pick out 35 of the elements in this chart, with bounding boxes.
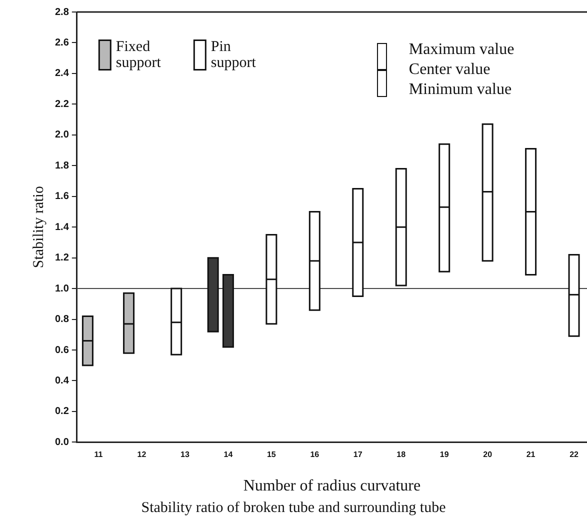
x-tick-label: 22 xyxy=(570,450,580,460)
y-tick-label: 2.6 xyxy=(54,37,70,48)
y-tick-label: 0.0 xyxy=(54,436,70,448)
annotation: Center value xyxy=(408,60,492,80)
x-axis-title: Number of radius curvature xyxy=(243,478,421,495)
y-tick-label: 0.8 xyxy=(54,314,70,326)
y-tick-label: 0.6 xyxy=(54,344,70,356)
y-tick-label: 1.6 xyxy=(54,191,70,202)
x-tick-label: 19 xyxy=(440,450,450,460)
x-tick-label: 13 xyxy=(180,450,190,460)
y-tick-label: 1.4 xyxy=(54,222,70,233)
y-tick-label: 2.0 xyxy=(54,130,70,141)
x-tick-label: 18 xyxy=(396,450,406,460)
x-tick-label: 16 xyxy=(310,450,320,460)
y-tick-label: 2.8 xyxy=(54,6,70,18)
y-axis-title: Stability ratio xyxy=(30,186,47,268)
annotation: Minimum value xyxy=(408,80,513,100)
y-tick-label: 2.2 xyxy=(54,98,70,110)
y-tick-label: 2.4 xyxy=(54,68,70,80)
y-tick-label: 1.2 xyxy=(54,252,70,264)
legend-label: Pin support xyxy=(210,38,257,71)
x-tick-label: 14 xyxy=(224,450,234,460)
x-tick-label: 21 xyxy=(526,450,536,460)
x-tick-label: 12 xyxy=(137,450,147,460)
x-tick-label: 20 xyxy=(483,450,493,460)
x-tick-label: 17 xyxy=(353,450,363,460)
text: Stability ratio of broken tube and surrounding tube xyxy=(140,500,447,517)
annotation: Maximum value xyxy=(408,40,514,60)
y-tick-label: 0.4 xyxy=(54,375,70,386)
y-tick-label: 1.0 xyxy=(54,283,70,294)
y-tick-label: 1.8 xyxy=(54,160,70,172)
x-tick-label: 15 xyxy=(266,450,276,460)
y-tick-label: 0.2 xyxy=(54,406,70,418)
x-tick-label: 11 xyxy=(94,450,104,460)
legend-label: Fixed support xyxy=(116,38,162,71)
